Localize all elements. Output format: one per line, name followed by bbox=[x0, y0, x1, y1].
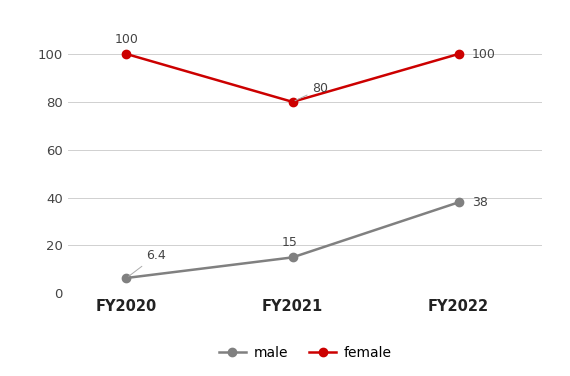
Text: 38: 38 bbox=[472, 196, 488, 209]
Text: 100: 100 bbox=[115, 33, 139, 45]
Text: 15: 15 bbox=[281, 236, 297, 249]
Text: 100: 100 bbox=[472, 47, 496, 61]
Legend: male, female: male, female bbox=[213, 340, 397, 365]
Text: 6.4: 6.4 bbox=[129, 249, 166, 276]
Text: 80: 80 bbox=[295, 82, 328, 101]
